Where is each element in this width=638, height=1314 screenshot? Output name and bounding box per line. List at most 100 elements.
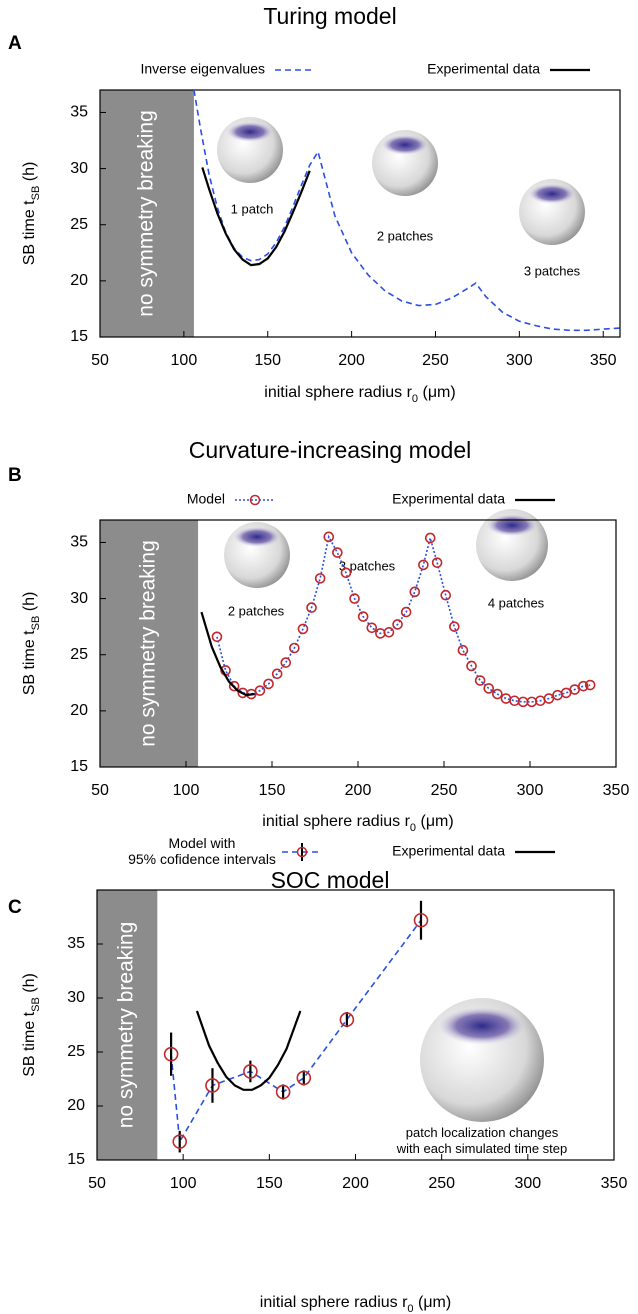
marker [424,532,436,544]
marker [383,626,395,638]
legend-label: Experimental data [392,491,505,507]
legend-label: Inverse eigenvalues [140,61,265,77]
annotation: 3 patches [524,263,581,278]
sphere-patch [233,526,281,547]
legend-label: Model [187,491,225,507]
x-tick-label: 200 [342,1175,369,1192]
series [200,611,255,697]
plot-frame [99,89,621,338]
x-label-part: initial sphere radius r [264,384,412,401]
sphere-patch [226,121,274,142]
marker [271,668,283,680]
series [201,167,311,267]
annotation: patch localization changes with each simu… [396,1125,568,1156]
marker [297,623,309,635]
marker [584,679,596,691]
x-tick-label: 100 [173,782,200,799]
x-label-part: (μm) [414,1294,452,1311]
series [195,1010,302,1091]
marker [263,678,274,690]
x-label-part: 0 [407,1303,413,1314]
chart-title: Curvature-increasing model [189,437,472,463]
shaded-region [100,520,199,767]
x-tick-label: 350 [601,1175,628,1192]
y-tick-label: 25 [70,646,88,663]
marker [492,688,503,700]
annotation: 2 patches [377,228,434,243]
marker [254,685,266,696]
marker [340,567,352,579]
panel-label: B [8,465,22,486]
legend-label: Experimental data [392,843,505,859]
y-tick-label: 15 [67,1151,85,1168]
x-tick-label: 100 [170,1175,197,1192]
x-tick-label: 50 [88,1175,106,1192]
marker [205,1078,220,1093]
y-axis-label: SB time tSB (h) [21,162,42,266]
shaded-region [100,90,194,337]
marker [418,559,429,571]
y-label-part: SB time t [21,1011,38,1076]
y-label-part: (h) [21,592,38,616]
y-tick-label: 30 [67,989,85,1006]
marker [296,1070,312,1086]
x-tick-label: 50 [91,352,109,369]
shade-label: no symmetry breaking [137,540,160,747]
marker [332,547,343,558]
marker [483,683,495,694]
marker [280,657,292,668]
marker [543,693,555,704]
marker [163,1046,179,1062]
marker [275,1084,291,1100]
marker [172,1134,188,1149]
panel-0: A Turing model no symmetry breaking 50 100 15… [8,3,621,405]
y-tick-label: 25 [70,216,88,233]
series-line [201,167,311,267]
x-label-part: 0 [412,393,418,405]
x-tick-label: 300 [506,352,533,369]
x-tick-label: 150 [259,782,286,799]
x-tick-label: 50 [91,782,109,799]
annotation: 4 patches [488,595,545,610]
shaded-region [97,890,158,1160]
x-tick-label: 200 [338,352,365,369]
y-label-part: SB time t [21,200,38,265]
y-label-part: SB [30,186,42,201]
series [211,531,596,708]
y-tick-label: 20 [67,1097,85,1114]
marker [314,573,326,584]
annotation: 2 patches [228,603,285,618]
legend-label: Experimental data [427,61,540,77]
x-tick-label: 200 [345,782,372,799]
x-tick-label: 300 [514,1175,541,1192]
shade-label: no symmetry breaking [135,110,158,317]
marker [339,1012,355,1027]
panel-label: C [8,897,22,918]
x-tick-label: 250 [431,782,458,799]
x-label-part: initial sphere radius r [262,813,410,830]
x-label-part: (μm) [416,813,454,830]
series-line [193,90,620,332]
sphere-patch [438,1007,526,1045]
y-label-part: (h) [21,162,38,186]
marker [400,606,412,618]
marker [466,660,477,672]
marker [474,675,486,686]
marker [569,684,581,695]
x-tick-label: 250 [422,352,449,369]
x-tick-label: 350 [603,782,630,799]
y-tick-label: 15 [70,328,88,345]
series-line [216,534,591,703]
y-tick-label: 20 [70,272,88,289]
series-line [200,611,255,697]
panel-label: A [8,33,22,54]
panel-1: B Curvature-increasing model no symmetry b… [8,437,629,834]
chart-title: SOC model [271,867,390,893]
y-tick-label: 15 [70,758,88,775]
shade-label: no symmetry breaking [115,922,138,1129]
x-tick-label: 150 [254,352,281,369]
y-label-part: SB [30,616,42,631]
series-line [170,919,422,1145]
x-axis-label: initial sphere radius r0 (μm) [260,1294,451,1314]
